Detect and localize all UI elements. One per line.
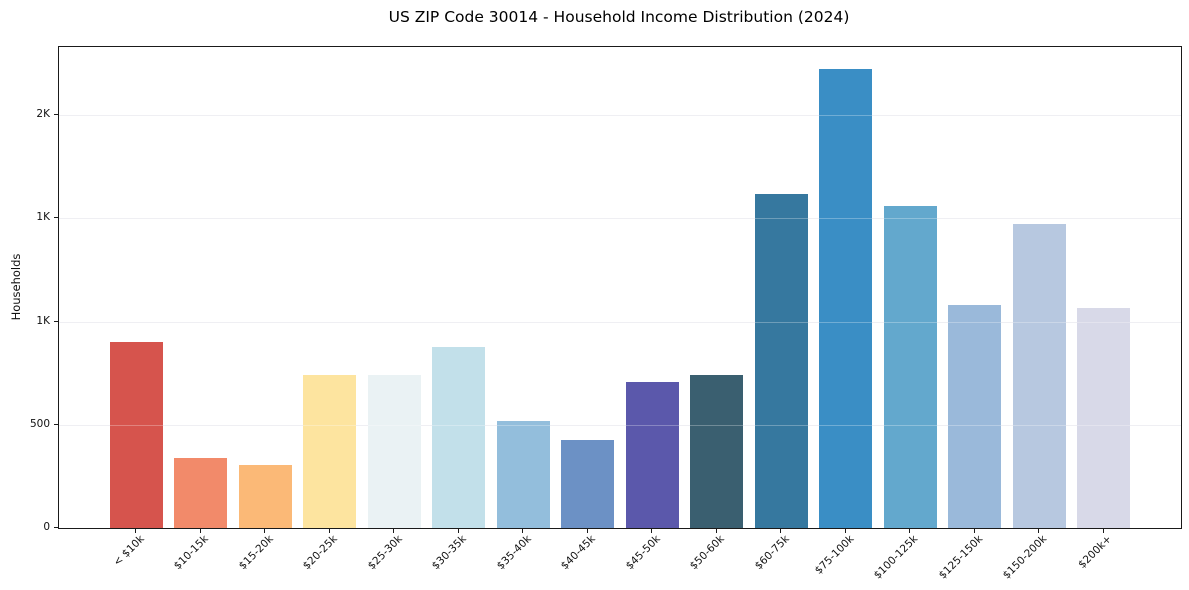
x-tick-mark — [586, 529, 588, 533]
x-tick-mark — [393, 529, 394, 533]
bar — [561, 440, 614, 528]
x-tick-mark — [199, 529, 201, 533]
y-tick-mark — [54, 320, 58, 322]
x-tick-mark — [651, 529, 652, 533]
x-tick-label: $125-150k — [936, 533, 985, 582]
bar — [367, 375, 421, 528]
y-tick-mark — [54, 527, 58, 528]
x-tick-mark — [328, 529, 330, 533]
gridline — [59, 115, 1181, 117]
y-tick-label: 1K — [36, 211, 50, 224]
x-tick-label: $150-200k — [1000, 533, 1050, 582]
gridline — [59, 321, 1181, 323]
y-tick-label: 0 — [43, 521, 50, 533]
plot-area — [58, 46, 1182, 529]
gridline — [59, 218, 1181, 220]
x-tick-label: $15-20k — [236, 533, 276, 573]
bar — [625, 382, 679, 528]
bar — [1077, 308, 1130, 528]
gridline-overlay — [59, 115, 1181, 117]
x-tick-label: $40-45k — [558, 533, 598, 573]
x-tick-mark — [909, 529, 910, 533]
x-tick-label: $60-75k — [752, 533, 792, 573]
x-tick-label: $20-25k — [300, 533, 340, 573]
gridline-overlay — [59, 218, 1181, 220]
y-axis-label: Households — [9, 253, 23, 321]
x-tick-mark — [715, 529, 717, 533]
x-tick-mark — [135, 529, 136, 533]
bar — [1012, 223, 1066, 528]
bar — [174, 457, 227, 528]
bar — [883, 205, 937, 528]
x-tick-mark — [1102, 529, 1104, 533]
y-tick-label: 2K — [36, 108, 50, 121]
bar — [819, 68, 872, 528]
gridline-overlay — [59, 321, 1181, 323]
bar — [690, 375, 743, 528]
x-tick-label: $35-40k — [494, 533, 534, 573]
x-tick-label: $100-125k — [871, 533, 921, 582]
bar — [303, 375, 356, 528]
x-tick-label: $50-60k — [687, 533, 727, 573]
bar — [754, 193, 808, 528]
y-tick-label: 1K — [36, 314, 50, 327]
x-tick-mark — [780, 529, 781, 533]
gridline — [59, 424, 1181, 426]
x-tick-label: $200k+ — [1076, 533, 1114, 571]
x-tick-mark — [1038, 529, 1039, 533]
bar — [948, 305, 1001, 528]
y-tick-mark — [54, 114, 58, 116]
y-tick-mark — [54, 217, 58, 219]
x-tick-mark — [844, 529, 846, 533]
x-tick-mark — [522, 529, 523, 533]
bar — [238, 465, 292, 528]
x-tick-mark — [973, 529, 975, 533]
chart-title: US ZIP Code 30014 - Household Income Dis… — [388, 8, 850, 26]
gridline-overlay — [59, 424, 1181, 426]
y-tick-mark — [54, 423, 58, 425]
x-tick-label: $10-15k — [171, 533, 211, 573]
x-tick-label: < $10k — [110, 533, 147, 569]
x-tick-label: $25-30k — [365, 533, 405, 573]
bar — [432, 347, 485, 528]
bar — [496, 420, 550, 528]
y-tick-label: 500 — [29, 417, 50, 430]
bar — [109, 342, 163, 528]
x-tick-label: $45-50k — [623, 533, 663, 573]
x-tick-label: $75-100k — [812, 533, 856, 577]
x-tick-mark — [457, 529, 459, 533]
x-tick-mark — [264, 529, 265, 533]
x-tick-label: $30-35k — [429, 533, 469, 573]
